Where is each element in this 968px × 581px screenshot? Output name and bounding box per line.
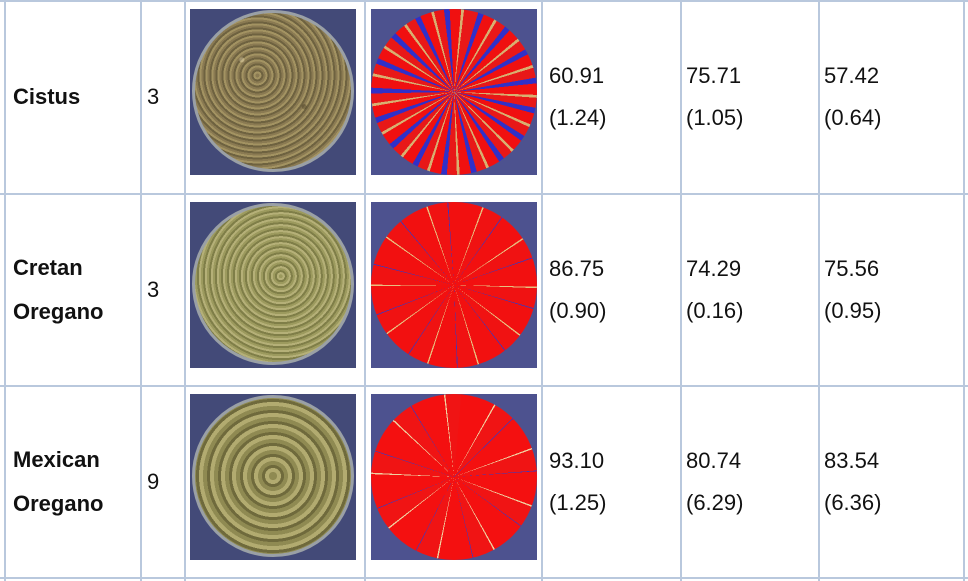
- sample-name: Cretan Oregano: [6, 195, 140, 385]
- petri-dish: [192, 203, 354, 365]
- sample-name-line1: Cretan: [13, 255, 83, 280]
- sample-name-line2: Oregano: [13, 299, 104, 324]
- segmented-dish: [371, 9, 537, 175]
- value-cell: 74.29 (0.16): [680, 195, 818, 385]
- value-mean: 83.54: [824, 448, 880, 473]
- sample-name-line1: Cistus: [13, 84, 81, 109]
- value-cell: 75.71 (1.05): [680, 2, 818, 192]
- sample-count: 3: [147, 277, 160, 302]
- value-mean: 75.71: [686, 63, 742, 88]
- segmentation-map-red-blue: [371, 202, 537, 368]
- column-divider: [184, 0, 186, 581]
- column-divider: [818, 0, 820, 581]
- value-sd: (0.90): [549, 298, 607, 323]
- value-sd: (6.36): [824, 490, 882, 515]
- sample-name-line1: Mexican: [13, 447, 100, 472]
- value-mean: 57.42: [824, 63, 880, 88]
- row-divider: [0, 0, 968, 2]
- sample-name: Cistus: [6, 2, 140, 192]
- petri-dish: [192, 10, 354, 172]
- segmented-dish: [371, 394, 537, 560]
- value-sd: (1.05): [686, 105, 744, 130]
- row-divider: [0, 385, 968, 387]
- table-border-right: [963, 0, 965, 581]
- column-divider: [541, 0, 543, 581]
- value-mean: 86.75: [549, 256, 605, 281]
- sample-name: Mexican Oregano: [6, 387, 140, 577]
- row-divider: [0, 193, 968, 195]
- value-sd: (0.16): [686, 298, 744, 323]
- herb-sample-petri-dish-photo: [190, 202, 356, 368]
- table-row: Cretan Oregano 3 86.75 (0.90) 74.29 (0.1…: [0, 195, 968, 385]
- value-cell: 75.56 (0.95): [818, 195, 968, 385]
- value-sd: (1.25): [549, 490, 607, 515]
- value-sd: (6.29): [686, 490, 744, 515]
- table-row: Cistus 3 60.91 (1.24) 75.71 (1.05) 57.42: [0, 2, 968, 192]
- column-divider: [364, 0, 366, 581]
- column-divider: [140, 0, 142, 581]
- value-sd: (0.64): [824, 105, 882, 130]
- value-cell: 83.54 (6.36): [818, 387, 968, 577]
- value-mean: 93.10: [549, 448, 605, 473]
- segmentation-map-red-blue: [371, 394, 537, 560]
- value-mean: 74.29: [686, 256, 742, 281]
- value-mean: 60.91: [549, 63, 605, 88]
- value-cell: 86.75 (0.90): [543, 195, 680, 385]
- row-divider: [0, 577, 968, 579]
- value-cell: 80.74 (6.29): [680, 387, 818, 577]
- value-sd: (1.24): [549, 105, 607, 130]
- sample-name-line2: Oregano: [13, 491, 104, 516]
- sample-count: 3: [147, 84, 160, 109]
- herb-sample-petri-dish-photo: [190, 394, 356, 560]
- segmentation-map-red-blue: [371, 9, 537, 175]
- value-sd: (0.95): [824, 298, 882, 323]
- value-cell: 93.10 (1.25): [543, 387, 680, 577]
- sample-count: 9: [147, 469, 160, 494]
- value-cell: 60.91 (1.24): [543, 2, 680, 192]
- value-mean: 75.56: [824, 256, 880, 281]
- table-row: Mexican Oregano 9 93.10 (1.25) 80.74 (6.…: [0, 387, 968, 577]
- column-divider: [680, 0, 682, 581]
- value-cell: 57.42 (0.64): [818, 2, 968, 192]
- table-border-left: [4, 0, 6, 581]
- segmented-dish: [371, 202, 537, 368]
- value-mean: 80.74: [686, 448, 742, 473]
- herb-sample-petri-dish-photo: [190, 9, 356, 175]
- petri-dish: [192, 395, 354, 557]
